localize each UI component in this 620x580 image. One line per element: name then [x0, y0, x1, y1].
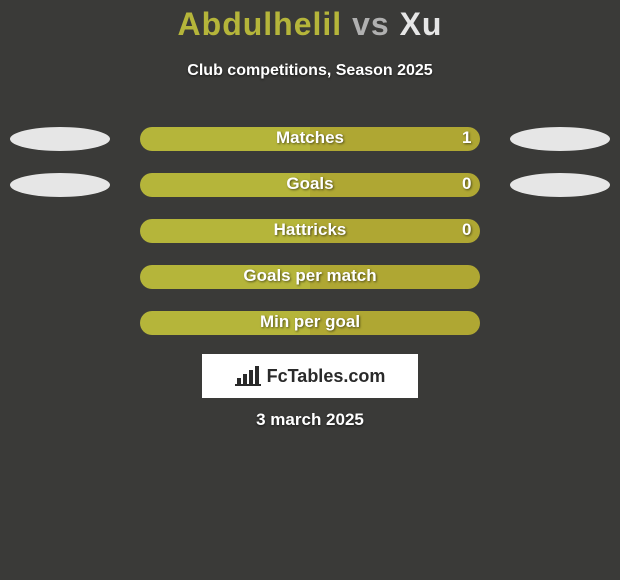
subtitle: Club competitions, Season 2025: [0, 62, 620, 80]
stat-row: Goals0: [0, 172, 620, 198]
date-text: 3 march 2025: [0, 410, 620, 430]
title-player1: Abdulhelil: [178, 6, 343, 42]
stat-value-right: 0: [462, 220, 471, 240]
stat-row: Min per goal: [0, 310, 620, 336]
stat-value-right: 1: [462, 128, 471, 148]
stat-label: Hattricks: [0, 220, 620, 240]
stat-value-right: 0: [462, 174, 471, 194]
title: Abdulhelil vs Xu: [0, 6, 620, 43]
stat-label: Goals per match: [0, 266, 620, 286]
stat-label: Min per goal: [0, 312, 620, 332]
infographic-canvas: Abdulhelil vs Xu Club competitions, Seas…: [0, 0, 620, 580]
barchart-icon: [235, 366, 261, 386]
stat-row: Hattricks0: [0, 218, 620, 244]
title-player2: Xu: [400, 6, 443, 42]
title-vs: vs: [352, 6, 390, 42]
logo-inner: FcTables.com: [235, 354, 386, 398]
stat-row: Matches1: [0, 126, 620, 152]
stat-label: Matches: [0, 128, 620, 148]
logo-box: FcTables.com: [202, 354, 418, 398]
stat-row: Goals per match: [0, 264, 620, 290]
stat-label: Goals: [0, 174, 620, 194]
logo-text: FcTables.com: [267, 354, 386, 398]
